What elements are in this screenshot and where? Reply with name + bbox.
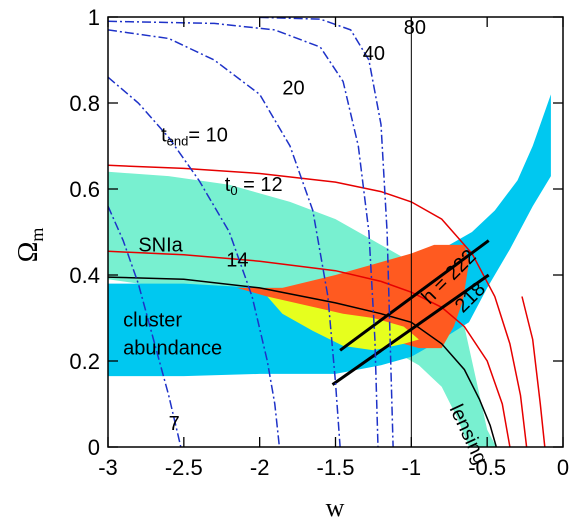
y-tick-label: 1 [88, 5, 100, 30]
annotation-40: 40 [363, 43, 385, 65]
annotation-snia: SNIa [138, 234, 183, 256]
annotation-t0: t0 = 12 [225, 174, 283, 198]
series-line-t0-12 [108, 164, 528, 447]
y-tick-label: 0 [88, 435, 100, 460]
series-line-218 [331, 273, 490, 386]
series-layer [108, 17, 546, 447]
x-tick-label: -2 [250, 455, 270, 480]
y-tick-label: 0.2 [69, 349, 100, 374]
series-line-40 [108, 20, 379, 447]
y-tick-label: 0.6 [69, 177, 100, 202]
annotation-abundance: abundance [123, 338, 222, 360]
series-line-h-222 [339, 239, 490, 352]
annotation-14: 14 [226, 249, 248, 271]
x-tick-label: -0.5 [468, 455, 506, 480]
y-axis-label-sub: m [27, 228, 47, 242]
series-line-7 [108, 205, 182, 447]
x-tick-label: -1.5 [317, 455, 355, 480]
series-line-80 [259, 17, 394, 447]
x-axis-label: w [326, 493, 345, 522]
series-line-20 [108, 29, 341, 447]
region-yellow [267, 296, 419, 351]
y-axis-label: Ωm [13, 228, 47, 263]
annotation-20: 20 [282, 77, 304, 99]
y-tick-label: 0.8 [69, 91, 100, 116]
series-line-tend-10 [108, 76, 281, 447]
annotation-tend: tend= 10 [161, 125, 228, 149]
x-tick-label: -3 [98, 455, 118, 480]
series-line-extra-2 [521, 296, 546, 447]
y-axis-label-main: Ω [13, 242, 44, 263]
y-tick-label: 0.4 [69, 263, 100, 288]
annotation-7: 7 [169, 413, 180, 435]
annotation-80: 80 [404, 17, 426, 39]
annotation-cluster: cluster [123, 310, 182, 332]
x-tick-label: -1 [402, 455, 422, 480]
x-tick-label: -2.5 [165, 455, 203, 480]
ticks-layer: -3 -2.5 -2 -1.5 -1 -0.5 0 0 0.2 0.4 0.6 0.8 1 [69, 5, 569, 480]
x-tick-label: 0 [557, 455, 569, 480]
